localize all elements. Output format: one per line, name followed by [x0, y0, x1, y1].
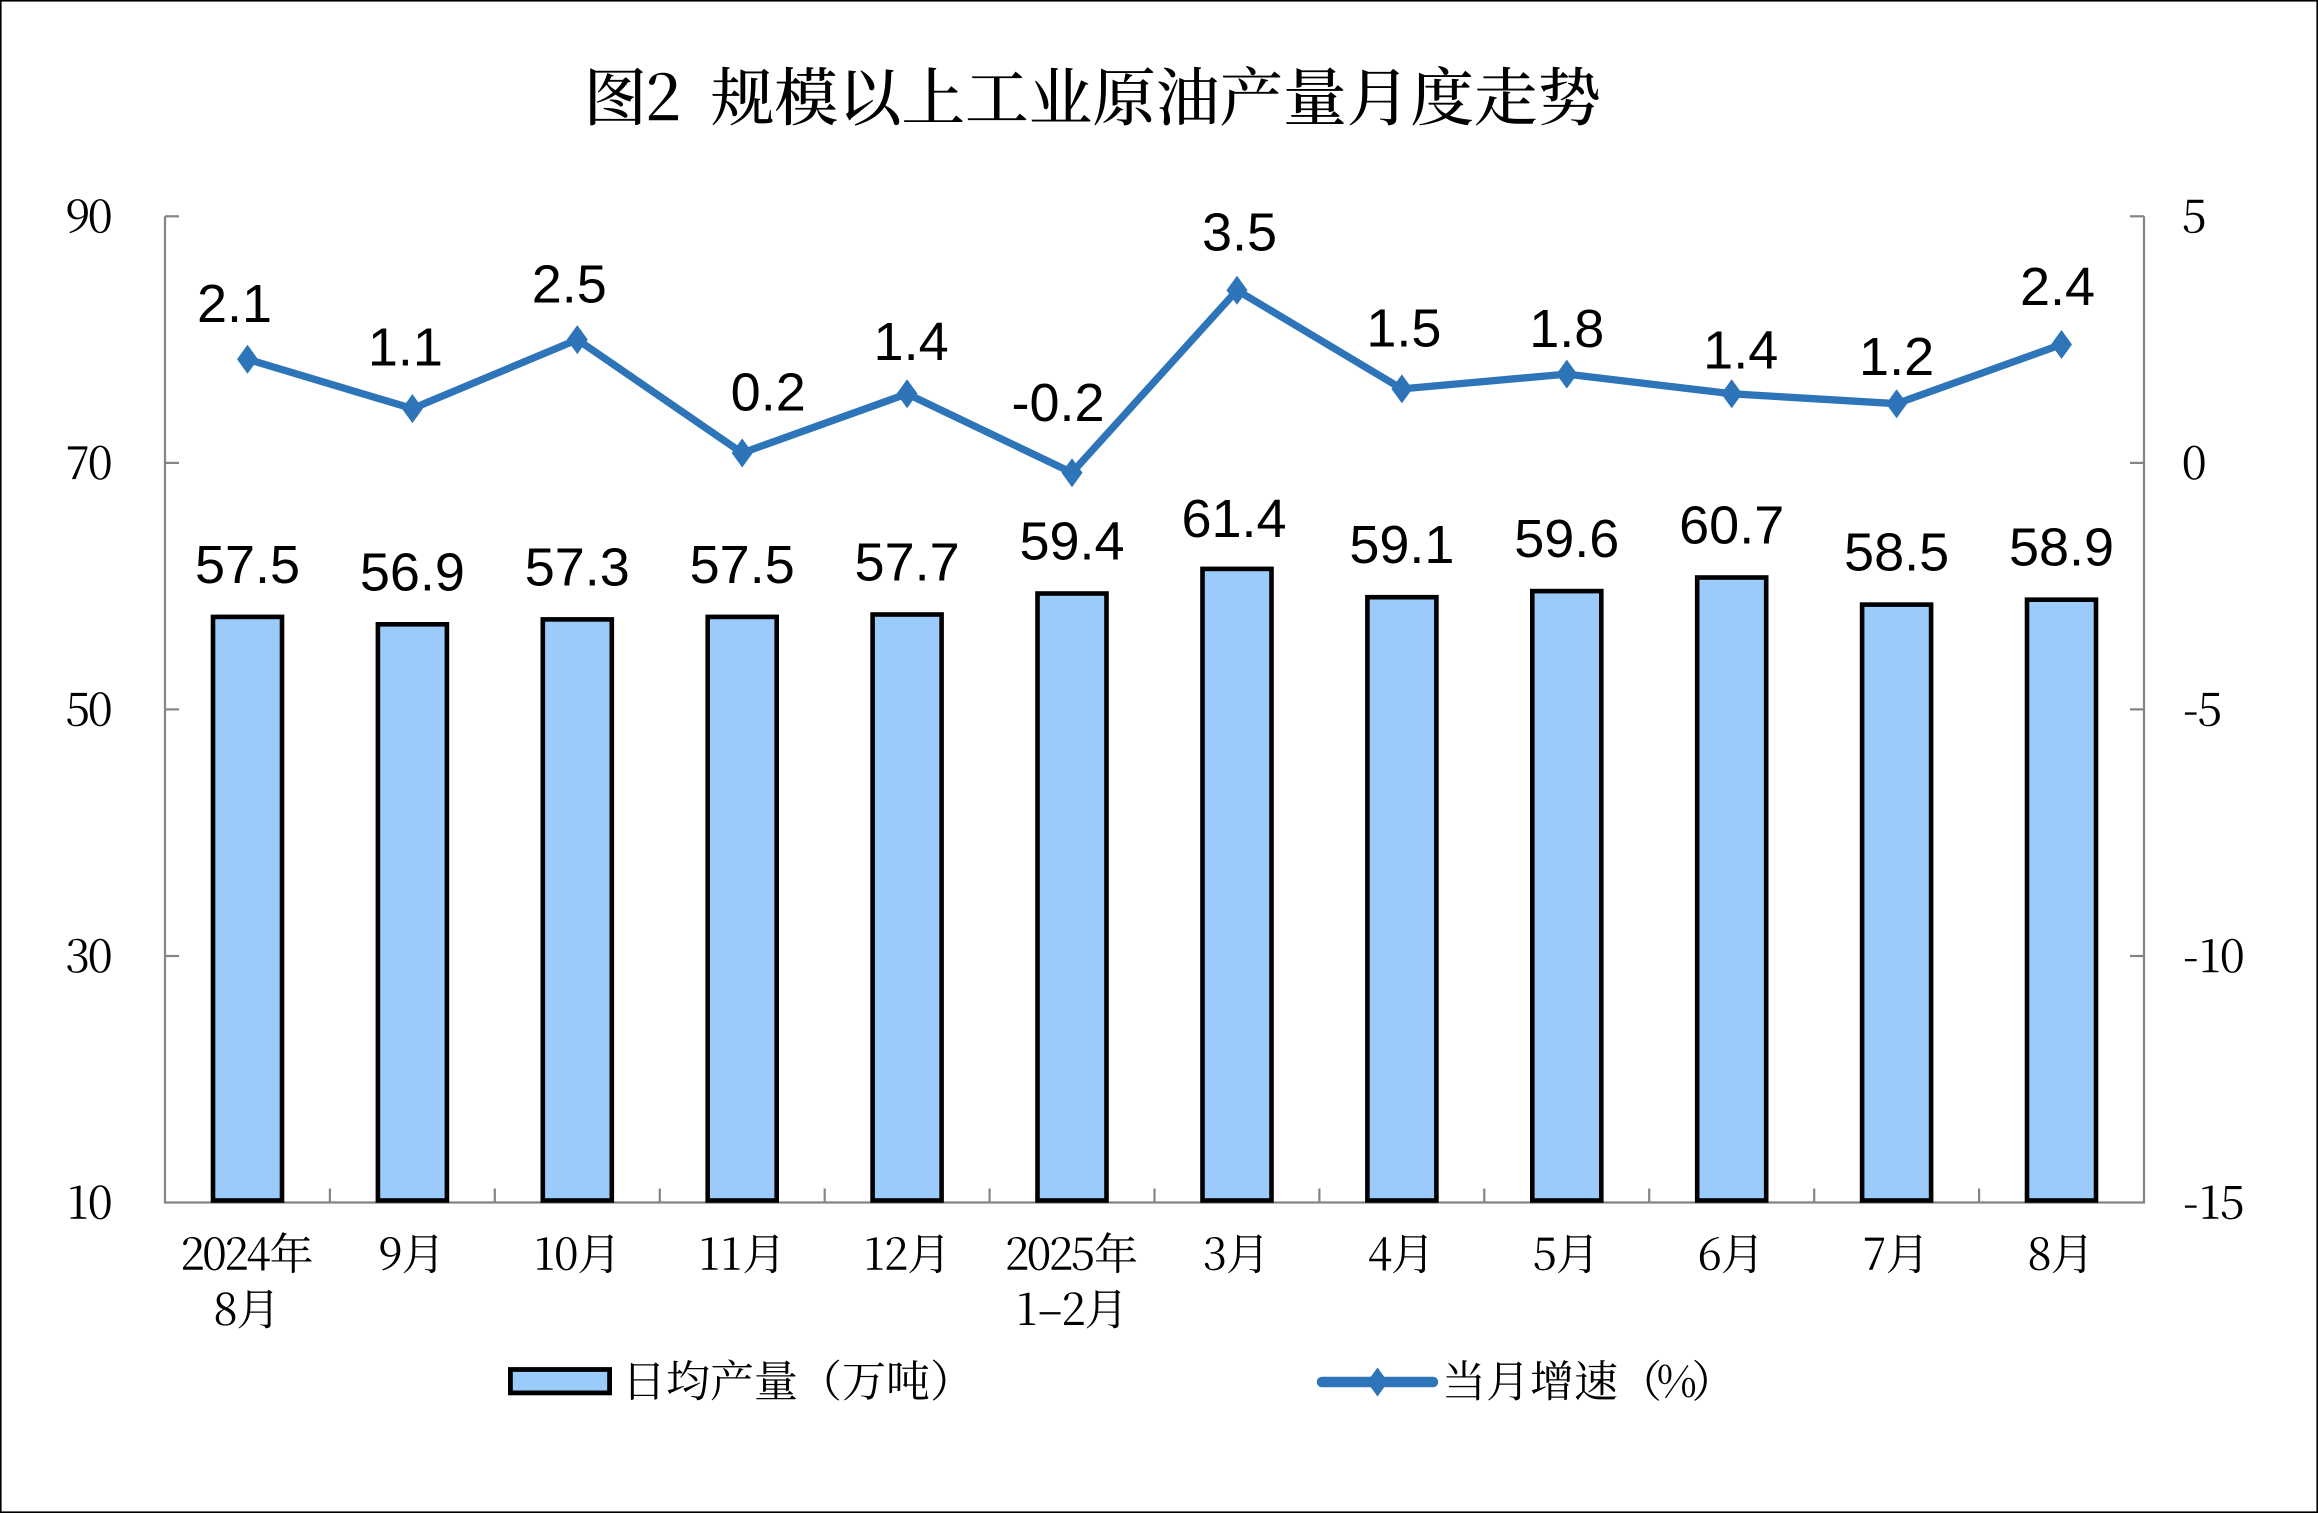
- svg-text:57.5: 57.5: [690, 535, 795, 595]
- svg-text:59.4: 59.4: [1019, 512, 1124, 572]
- svg-text:-0.2: -0.2: [1011, 373, 1104, 433]
- svg-text:59.1: 59.1: [1349, 515, 1454, 575]
- svg-text:1.5: 1.5: [1366, 299, 1441, 359]
- svg-text:1.4: 1.4: [874, 312, 949, 372]
- svg-text:56.9: 56.9: [360, 542, 465, 602]
- svg-text:57.7: 57.7: [855, 533, 960, 593]
- svg-text:58.9: 58.9: [2009, 518, 2114, 578]
- svg-text:2.1: 2.1: [197, 274, 272, 334]
- svg-text:59.6: 59.6: [1514, 509, 1619, 569]
- svg-text:60.7: 60.7: [1679, 496, 1784, 556]
- svg-text:2.5: 2.5: [532, 254, 607, 314]
- svg-text:0.2: 0.2: [731, 363, 806, 423]
- svg-text:2.4: 2.4: [2020, 257, 2095, 317]
- svg-text:57.3: 57.3: [525, 537, 630, 597]
- svg-text:57.5: 57.5: [195, 535, 300, 595]
- svg-text:1.4: 1.4: [1703, 321, 1778, 381]
- svg-text:1.8: 1.8: [1529, 299, 1604, 359]
- svg-text:1.2: 1.2: [1859, 327, 1934, 387]
- svg-text:3.5: 3.5: [1202, 203, 1277, 263]
- svg-text:58.5: 58.5: [1844, 523, 1949, 583]
- svg-text:1.1: 1.1: [368, 318, 443, 378]
- svg-text:61.4: 61.4: [1181, 489, 1286, 549]
